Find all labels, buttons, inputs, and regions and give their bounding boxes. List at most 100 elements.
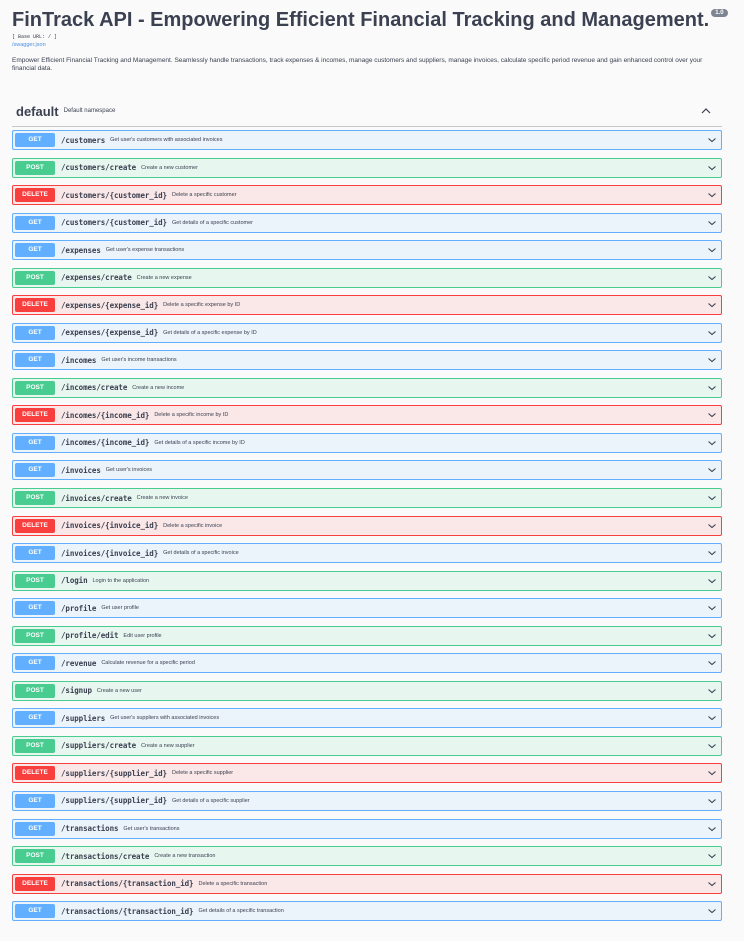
endpoint-path[interactable]: /incomes bbox=[61, 355, 97, 365]
operation-row-delete[interactable]: DELETE/suppliers/{supplier_id} Delete a s… bbox=[12, 763, 722, 784]
chevron-down-icon[interactable] bbox=[707, 136, 717, 144]
chevron-down-icon[interactable] bbox=[707, 797, 717, 805]
chevron-down-icon[interactable] bbox=[707, 852, 717, 860]
operation-row-delete[interactable]: DELETE/transactions/{transaction_id} Dele… bbox=[12, 873, 722, 894]
operation-row-get[interactable]: GET/suppliers Get user's suppliers with a… bbox=[12, 708, 722, 729]
method-badge: GET bbox=[15, 243, 55, 258]
operation-row-post[interactable]: POST/profile/edit Edit user profile bbox=[12, 625, 722, 646]
chevron-down-icon[interactable] bbox=[707, 219, 717, 227]
endpoint-path[interactable]: /login bbox=[61, 576, 88, 586]
endpoint-summary: Get user profile bbox=[101, 605, 139, 612]
endpoint-path[interactable]: /customers/create bbox=[61, 163, 137, 173]
endpoint-path[interactable]: /incomes/{income_id} bbox=[61, 410, 150, 420]
operation-row-post[interactable]: POST/expenses/create Create a new expense bbox=[12, 267, 722, 288]
chevron-down-icon[interactable] bbox=[707, 494, 717, 502]
endpoint-path[interactable]: /incomes/{income_id} bbox=[61, 438, 150, 448]
chevron-down-icon[interactable] bbox=[707, 466, 717, 474]
chevron-down-icon[interactable] bbox=[707, 880, 717, 888]
operation-row-post[interactable]: POST/signup Create a new user bbox=[12, 680, 722, 701]
endpoint-path[interactable]: /revenue bbox=[61, 658, 97, 668]
operation-row-delete[interactable]: DELETE/customers/{customer_id} Delete a s… bbox=[12, 185, 722, 206]
chevron-down-icon[interactable] bbox=[707, 164, 717, 172]
endpoint-path[interactable]: /suppliers/create bbox=[61, 741, 137, 751]
chevron-down-icon[interactable] bbox=[707, 191, 717, 199]
chevron-down-icon[interactable] bbox=[707, 577, 717, 585]
operation-row-get[interactable]: GET/profile Get user profile bbox=[12, 598, 722, 619]
method-badge: GET bbox=[15, 215, 55, 230]
tag-header[interactable]: default Default namespace bbox=[12, 96, 722, 127]
operation-row-get[interactable]: GET/customers Get user's customers with a… bbox=[12, 130, 722, 150]
swagger-json-link[interactable]: /swagger.json bbox=[12, 42, 46, 48]
endpoint-path[interactable]: /invoices/{invoice_id} bbox=[61, 521, 159, 531]
chevron-down-icon[interactable] bbox=[707, 329, 717, 337]
chevron-down-icon[interactable] bbox=[707, 549, 717, 557]
chevron-down-icon[interactable] bbox=[707, 356, 717, 364]
chevron-down-icon[interactable] bbox=[707, 522, 717, 530]
chevron-down-icon[interactable] bbox=[707, 604, 717, 612]
chevron-down-icon[interactable] bbox=[707, 384, 717, 392]
endpoint-path[interactable]: /transactions bbox=[61, 824, 119, 833]
endpoint-path[interactable]: /invoices bbox=[61, 465, 101, 475]
endpoint-summary: Create a new invoice bbox=[136, 495, 189, 502]
operation-row-get[interactable]: GET/expenses/{expense_id} Get details of … bbox=[12, 322, 722, 343]
chevron-down-icon[interactable] bbox=[707, 687, 717, 695]
operation-row-delete[interactable]: DELETE/expenses/{expense_id} Delete a spe… bbox=[12, 295, 722, 316]
operation-row-get[interactable]: GET/customers/{customer_id} Get details o… bbox=[12, 212, 722, 233]
chevron-down-icon[interactable] bbox=[707, 825, 717, 833]
operation-row-post[interactable]: POST/incomes/create Create a new income bbox=[12, 377, 722, 398]
endpoint-path[interactable]: /invoices/create bbox=[61, 493, 132, 503]
operation-row-post[interactable]: POST/invoices/create Create a new invoice bbox=[12, 488, 722, 509]
endpoint-path[interactable]: /signup bbox=[61, 686, 92, 696]
endpoint-path[interactable]: /expenses/{expense_id} bbox=[61, 328, 159, 338]
endpoint-path[interactable]: /customers bbox=[61, 135, 106, 145]
operation-row-delete[interactable]: DELETE/invoices/{invoice_id} Delete a spe… bbox=[12, 515, 722, 536]
endpoint-path[interactable]: /transactions/{transaction_id} bbox=[61, 879, 194, 889]
base-url: [ Base URL: / ] bbox=[12, 34, 58, 40]
operation-row-post[interactable]: POST/transactions/create Create a new tra… bbox=[12, 846, 722, 867]
operation-row-get[interactable]: GET/incomes Get user's income transaction… bbox=[12, 350, 722, 371]
operation-row-post[interactable]: POST/suppliers/create Create a new suppli… bbox=[12, 735, 722, 756]
chevron-up-icon[interactable] bbox=[700, 106, 712, 116]
endpoint-path[interactable]: /invoices/{invoice_id} bbox=[61, 548, 159, 558]
chevron-down-icon[interactable] bbox=[707, 246, 717, 254]
chevron-down-icon[interactable] bbox=[707, 659, 717, 667]
chevron-down-icon[interactable] bbox=[707, 411, 717, 419]
method-badge: POST bbox=[15, 738, 55, 753]
method-badge: POST bbox=[15, 683, 55, 698]
chevron-down-icon[interactable] bbox=[707, 274, 717, 282]
endpoint-path[interactable]: /transactions/create bbox=[61, 851, 150, 861]
endpoint-path[interactable]: /customers/{customer_id} bbox=[61, 218, 167, 228]
operation-row-get[interactable]: GET/transactions Get user's transactions bbox=[12, 818, 722, 839]
endpoint-path[interactable]: /suppliers/{supplier_id} bbox=[61, 768, 167, 778]
chevron-down-icon[interactable] bbox=[707, 742, 717, 750]
operation-row-get[interactable]: GET/invoices Get user's invoices bbox=[12, 460, 722, 481]
chevron-down-icon[interactable] bbox=[707, 907, 717, 915]
endpoint-path[interactable]: /suppliers bbox=[61, 713, 106, 723]
endpoint-path[interactable]: /profile/edit bbox=[61, 631, 119, 641]
chevron-down-icon[interactable] bbox=[707, 301, 717, 309]
operation-row-post[interactable]: POST/customers/create Create a new custom… bbox=[12, 157, 722, 178]
operation-row-get[interactable]: GET/invoices/{invoice_id} Get details of … bbox=[12, 543, 722, 564]
endpoint-path[interactable]: /transactions/{transaction_id} bbox=[61, 906, 194, 916]
chevron-down-icon[interactable] bbox=[707, 769, 717, 777]
endpoint-summary: Get details of a specific expense by ID bbox=[163, 329, 257, 336]
operation-row-get[interactable]: GET/incomes/{income_id} Get details of a … bbox=[12, 432, 722, 453]
endpoint-path[interactable]: /expenses/create bbox=[61, 273, 132, 283]
operation-row-get[interactable]: GET/transactions/{transaction_id} Get det… bbox=[12, 901, 722, 922]
operation-row-post[interactable]: POST/login Login to the application bbox=[12, 570, 722, 591]
chevron-down-icon[interactable] bbox=[707, 632, 717, 640]
endpoint-path[interactable]: /customers/{customer_id} bbox=[61, 190, 167, 200]
endpoint-summary: Create a new user bbox=[96, 687, 142, 694]
chevron-down-icon[interactable] bbox=[707, 439, 717, 447]
operation-row-get[interactable]: GET/revenue Calculate revenue for a speci… bbox=[12, 653, 722, 674]
chevron-down-icon[interactable] bbox=[707, 714, 717, 722]
endpoint-path[interactable]: /profile bbox=[61, 603, 97, 613]
operation-row-get[interactable]: GET/expenses Get user's expense transacti… bbox=[12, 240, 722, 261]
endpoint-path[interactable]: /suppliers/{supplier_id} bbox=[61, 796, 167, 806]
endpoint-path[interactable]: /expenses/{expense_id} bbox=[61, 300, 159, 310]
endpoint-path[interactable]: /incomes/create bbox=[61, 383, 128, 393]
operation-row-delete[interactable]: DELETE/incomes/{income_id} Delete a speci… bbox=[12, 405, 722, 426]
operation-row-get[interactable]: GET/suppliers/{supplier_id} Get details o… bbox=[12, 790, 722, 811]
endpoint-summary: Get user's invoices bbox=[105, 467, 153, 474]
endpoint-path[interactable]: /expenses bbox=[61, 245, 101, 255]
